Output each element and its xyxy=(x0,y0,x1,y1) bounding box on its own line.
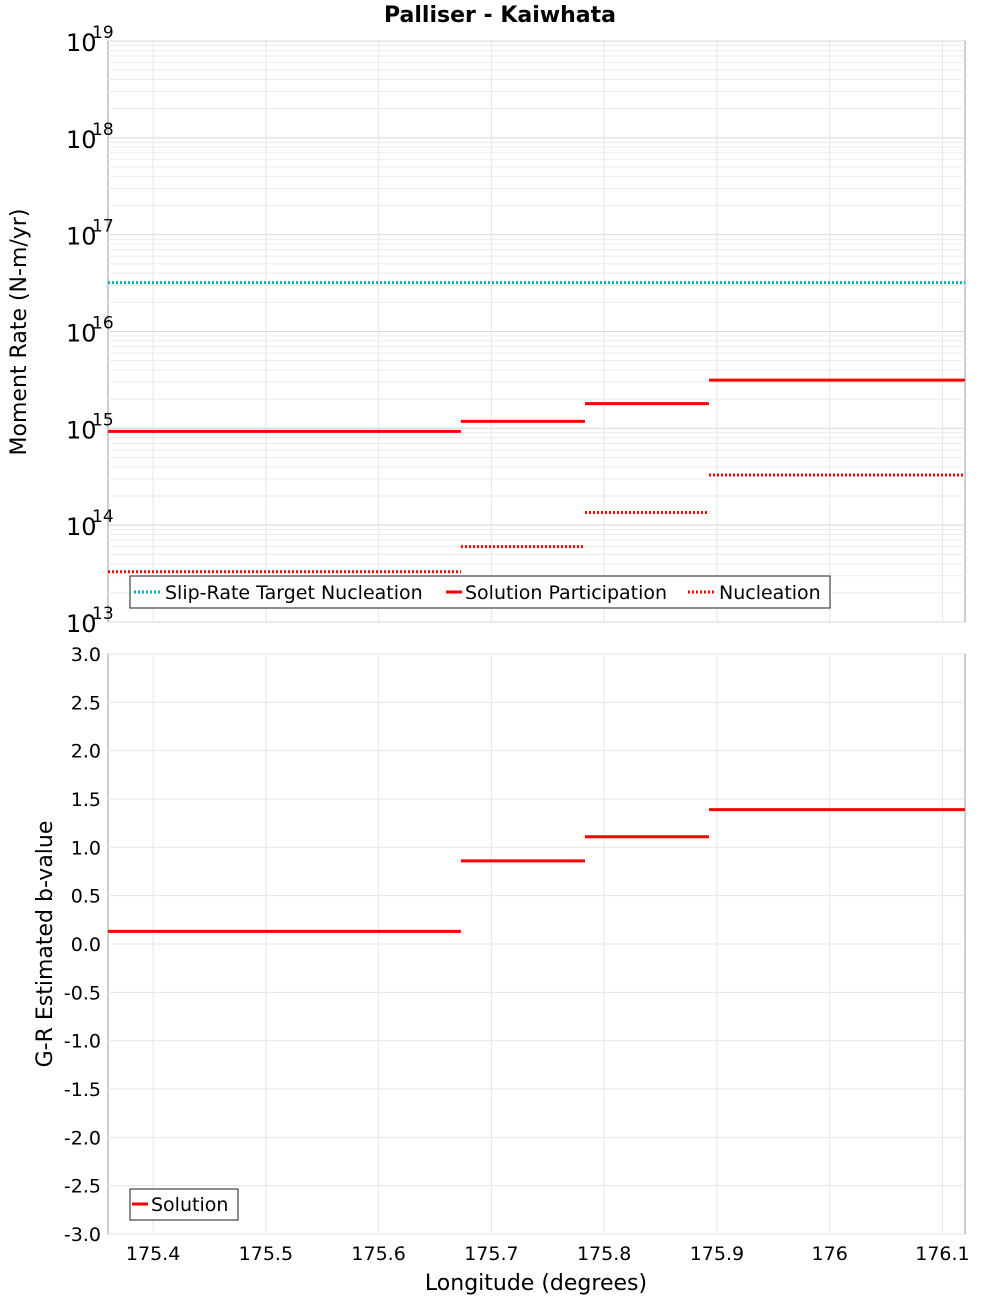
y-tick-label: 10 xyxy=(66,513,97,541)
y-tick-exponent: 18 xyxy=(92,120,114,140)
y-tick-label: 10 xyxy=(66,223,97,251)
x-tick-label: 175.4 xyxy=(126,1243,180,1265)
y-tick-label: 0.5 xyxy=(71,886,101,908)
legend-label-solution: Solution xyxy=(151,1194,228,1216)
y-tick-exponent: 16 xyxy=(92,314,114,334)
x-tick-label: 176 xyxy=(812,1243,848,1265)
b-value-legend: Solution xyxy=(129,1188,239,1221)
y-tick-label: 1.0 xyxy=(71,837,101,859)
y-tick-label: 0.0 xyxy=(71,934,101,956)
y-tick-exponent: 15 xyxy=(92,410,114,430)
y-tick-label: 3.0 xyxy=(71,644,101,666)
x-tick-label: 175.5 xyxy=(239,1243,293,1265)
y-tick-label: 10 xyxy=(66,320,97,348)
b-value-series xyxy=(108,808,965,933)
b-value-y-axis-label: G-R Estimated b-value xyxy=(33,821,58,1068)
y-tick-exponent: 19 xyxy=(92,23,114,43)
moment-rate-legend: Slip-Rate Target Nucleation Solution Par… xyxy=(129,575,831,609)
b-value-grid xyxy=(108,653,965,1235)
b-value-panel: 3.0 2.5 2.0 1.5 1.0 0.5 0.0 -0.5 -1.0 -1.5 -2.0 -2.… xyxy=(33,644,970,1296)
legend-label-slip-rate-target: Slip-Rate Target Nucleation xyxy=(165,582,423,604)
x-tick-label: 175.7 xyxy=(464,1243,518,1265)
x-tick-label: 176.1 xyxy=(915,1243,969,1265)
x-ticks: 175.4 175.5 175.6 175.7 175.8 175.9 176 176.1 xyxy=(126,1243,970,1265)
y-tick-label: 2.5 xyxy=(71,692,101,714)
legend-label-solution-participation: Solution Participation xyxy=(465,582,667,604)
x-axis-label: Longitude (degrees) xyxy=(425,1271,647,1296)
y-tick-exponent: 17 xyxy=(92,217,114,237)
y-tick-label: 1.5 xyxy=(71,789,101,811)
legend-label-nucleation: Nucleation xyxy=(719,582,821,604)
y-tick-label: 10 xyxy=(66,416,97,444)
y-tick-label: -1.0 xyxy=(64,1031,101,1053)
y-tick-label: 10 xyxy=(66,29,97,57)
y-tick-label: 2.0 xyxy=(71,741,101,763)
moment-rate-series xyxy=(108,281,965,574)
y-tick-label: -2.5 xyxy=(64,1176,101,1198)
y-tick-label: -1.5 xyxy=(64,1079,101,1101)
y-tick-label: -3.0 xyxy=(64,1224,101,1246)
y-tick-label: 10 xyxy=(66,610,97,638)
x-tick-label: 175.9 xyxy=(690,1243,744,1265)
y-tick-exponent: 13 xyxy=(92,604,114,624)
x-tick-label: 175.8 xyxy=(577,1243,631,1265)
x-tick-label: 175.6 xyxy=(351,1243,405,1265)
y-tick-label: 10 xyxy=(66,126,97,154)
y-tick-label: -2.0 xyxy=(64,1127,101,1149)
y-tick-label: -0.5 xyxy=(64,982,101,1004)
b-value-y-ticks: 3.0 2.5 2.0 1.5 1.0 0.5 0.0 -0.5 -1.0 -1.5 -2.0 -2.… xyxy=(64,644,101,1246)
y-tick-exponent: 14 xyxy=(92,507,114,527)
moment-rate-y-axis-label: Moment Rate (N-m/yr) xyxy=(7,209,32,456)
chart-title: Palliser - Kaiwhata xyxy=(384,3,616,28)
